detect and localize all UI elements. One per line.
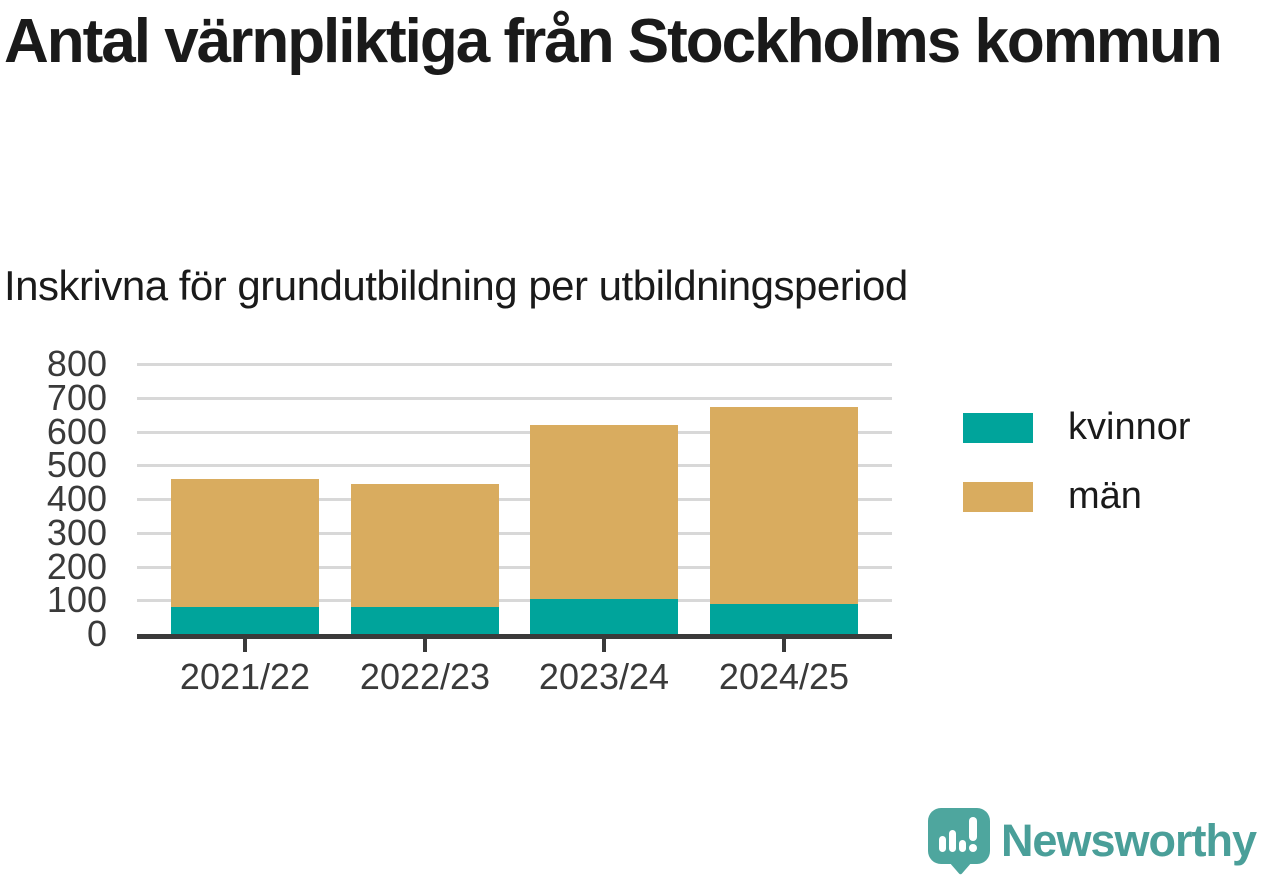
y-tick-label-600: 600: [46, 410, 107, 452]
y-tick-label-300: 300: [46, 511, 107, 553]
y-tick-label-0: 0: [86, 613, 107, 654]
gridline-200: [137, 565, 892, 569]
legend-label-kvinnor: kvinnor: [1068, 406, 1191, 448]
x-axis-line: [137, 634, 892, 639]
x-tick-2021/22: [243, 639, 247, 652]
y-tick-label-400: 400: [46, 478, 107, 519]
x-tick-label-2023/24: 2023/24: [538, 656, 670, 697]
bar-segment-2022/23-män: [351, 484, 499, 607]
branding: Newsworthy: [927, 807, 1257, 875]
legend-item-kvinnor: kvinnor: [963, 406, 1191, 449]
legend-swatch-kvinnor: [963, 412, 1033, 443]
plot-area: 2021/22 2022/23 2023/24 2024/25: [137, 363, 892, 697]
gridline-300: [137, 531, 892, 535]
legend-item-man: män: [963, 475, 1191, 518]
bar-segment-2024/25-män: [710, 407, 858, 604]
gridline-600: [137, 430, 892, 434]
bar-segment-2024/25-kvinnor: [710, 604, 858, 634]
y-tick-label-200: 200: [46, 545, 107, 587]
brand-name: Newsworthy: [1000, 815, 1257, 866]
chart-subtitle: Inskrivna för grundutbildning per utbild…: [4, 262, 908, 309]
bar-segment-2022/23-kvinnor: [351, 607, 499, 634]
legend: kvinnor män: [963, 406, 1191, 544]
bar-segment-2021/22-kvinnor: [171, 607, 319, 634]
y-axis-labels: 0 100 200 300 400 500 600 700 800: [0, 345, 107, 654]
y-tick-label-500: 500: [46, 444, 107, 486]
x-tick-2022/23: [423, 639, 427, 652]
x-tick-label-2021/22: 2021/22: [179, 656, 311, 697]
legend-swatch-man: [963, 481, 1033, 512]
gridline-500: [137, 464, 892, 468]
bar-segment-2021/22-män: [171, 479, 319, 607]
x-tick-label-2024/25: 2024/25: [718, 656, 850, 697]
y-tick-label-100: 100: [46, 579, 107, 621]
gridline-100: [137, 599, 892, 603]
gridline-700: [137, 396, 892, 400]
x-tick-2024/25: [782, 639, 786, 652]
y-tick-label-700: 700: [46, 376, 107, 418]
gridline-400: [137, 498, 892, 501]
bar-segment-2023/24-män: [530, 425, 678, 599]
y-tick-label-800: 800: [46, 343, 107, 384]
x-tick-2023/24: [602, 639, 606, 652]
newsworthy-logo-icon: [927, 808, 990, 875]
chart-title: Antal värnpliktiga från Stockholms kommu…: [4, 7, 1223, 76]
gridline-800: [137, 363, 892, 366]
bar-segment-2023/24-kvinnor: [530, 599, 678, 634]
x-tick-label-2022/23: 2022/23: [359, 656, 491, 697]
legend-label-man: män: [1068, 475, 1142, 517]
